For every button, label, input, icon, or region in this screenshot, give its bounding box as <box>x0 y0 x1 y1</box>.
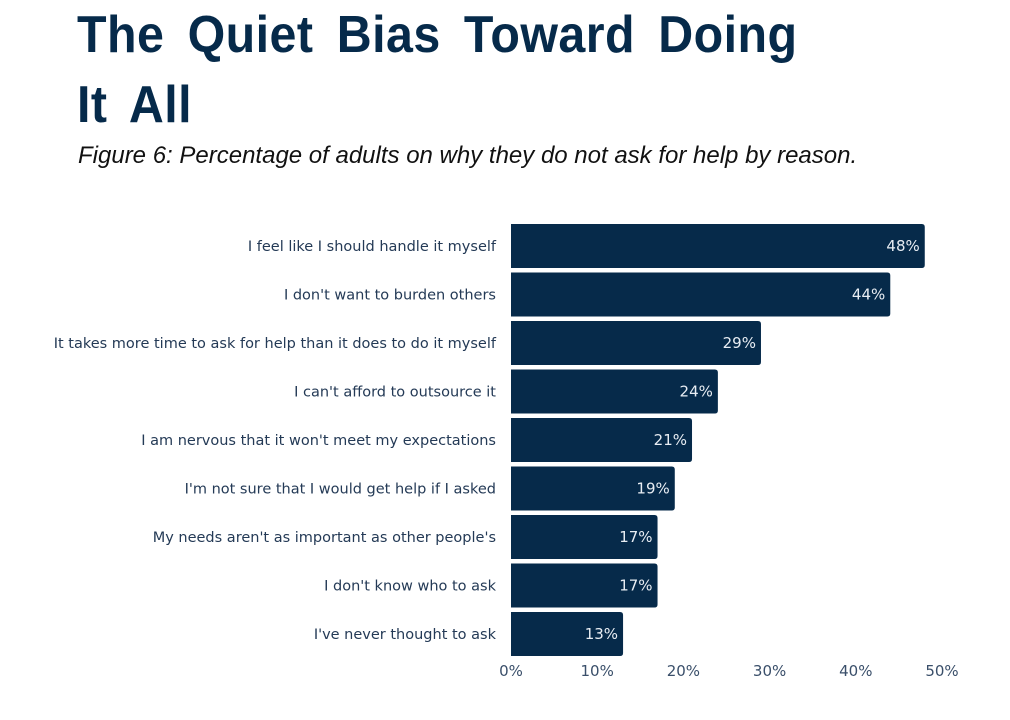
bar <box>511 272 891 317</box>
category-label: It takes more time to ask for help than … <box>54 336 497 352</box>
value-labels: 48% 44% 29% 24% 21% 19% 17% 17% 13% <box>585 237 920 643</box>
bar <box>511 369 718 414</box>
x-tick-label: 30% <box>753 662 786 680</box>
x-tick-label: 20% <box>667 662 700 680</box>
bar <box>511 466 675 511</box>
page-title: The Quiet Bias Toward Doing It All <box>77 6 798 134</box>
category-label: I am nervous that it won't meet my expec… <box>141 433 496 449</box>
bar <box>511 612 624 656</box>
bar-value-label: 48% <box>886 237 919 255</box>
category-label: I can't afford to outsource it <box>294 385 496 401</box>
x-tick-label: 40% <box>839 662 872 680</box>
x-tick-label: 0% <box>499 662 523 680</box>
x-tick-label: 50% <box>925 662 958 680</box>
x-tick-label: 10% <box>581 662 614 680</box>
bar-value-label: 17% <box>619 577 652 595</box>
bar-value-label: 24% <box>680 383 713 401</box>
bar <box>511 563 658 608</box>
bar-value-label: 44% <box>852 286 885 304</box>
bar-value-label: 13% <box>585 625 618 643</box>
bar-value-label: 29% <box>723 334 756 352</box>
bar <box>511 418 693 462</box>
bar <box>511 515 658 559</box>
category-label: My needs aren't as important as other pe… <box>153 530 496 546</box>
figure-caption: Figure 6: Percentage of adults on why th… <box>78 142 858 169</box>
x-axis-ticks: 0% 10% 20% 30% 40% 50% <box>499 662 959 680</box>
bar-value-label: 17% <box>619 528 652 546</box>
category-labels: I feel like I should handle it myself I d… <box>54 239 497 643</box>
bars-group <box>511 224 925 656</box>
bar-value-label: 21% <box>654 431 687 449</box>
bar <box>511 224 925 268</box>
category-label: I feel like I should handle it myself <box>248 239 497 255</box>
bar-value-label: 19% <box>636 480 669 498</box>
category-label: I don't want to burden others <box>284 288 496 304</box>
category-label: I don't know who to ask <box>324 579 496 595</box>
category-label: I'm not sure that I would get help if I … <box>185 482 496 498</box>
bar <box>511 321 761 365</box>
category-label: I've never thought to ask <box>314 627 497 643</box>
